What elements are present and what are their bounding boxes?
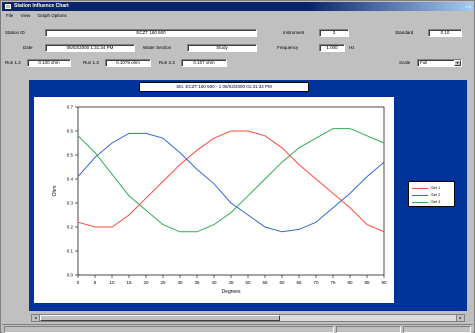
run-1-2-label: Run 1.2 [5, 60, 21, 65]
frequency-label: Frequency [277, 45, 299, 50]
run-1-3-label: Run 1.3 [83, 60, 99, 65]
x-axis-label: Degrees [222, 289, 241, 295]
x-tick-label: 25 [160, 280, 166, 285]
x-tick-label: 70 [313, 280, 319, 285]
window-control-buttons[interactable]: _ □ × [461, 4, 471, 9]
plot-area-frame [77, 106, 385, 276]
y-tick-label: 0.3 [67, 201, 74, 206]
chart-legend: Set 1 Set 2 Set 3 [408, 181, 455, 207]
x-tick-label: 80 [347, 280, 353, 285]
y-tick-label: 0.7 [67, 105, 74, 110]
run-1-2-field[interactable]: 0.100 ohm [27, 59, 71, 67]
legend-swatch [412, 195, 428, 196]
x-tick-label: 85 [364, 280, 370, 285]
status-panel-secondary [336, 326, 401, 333]
y-tick-label: 0.1 [67, 249, 74, 254]
y-tick-label: 0.0 [67, 273, 74, 278]
frequency-unit: Hz [349, 45, 355, 50]
series-line-3 [77, 128, 385, 233]
x-tick-label: 15 [126, 280, 132, 285]
chart-title: Stn. ECZT 160 500 - 1 06/03/2000 01:31:3… [139, 82, 309, 92]
legend-item: Set 3 [412, 199, 454, 205]
water-section-field[interactable]: Study [187, 44, 257, 52]
legend-label: Set 1 [431, 185, 441, 190]
water-section-label: Water Section [143, 45, 172, 50]
x-tick-label: 60 [279, 280, 285, 285]
x-tick-label: 5 [94, 280, 97, 285]
status-panel-main [4, 326, 334, 333]
app-icon [5, 4, 11, 9]
x-tick-label: 55 [262, 280, 268, 285]
chevron-down-icon[interactable]: ▾ [454, 60, 461, 66]
frequency-field[interactable]: 1.000 [319, 44, 345, 52]
scale-dropdown[interactable]: Full ▾ [417, 59, 462, 67]
instrument-field[interactable]: 3 [319, 29, 349, 37]
menu-bar: File View Graph Options [2, 12, 473, 20]
station-id-field[interactable]: ECZT 160 500 [45, 29, 257, 37]
x-tick-label: 40 [211, 280, 217, 285]
scale-value: Full [420, 60, 428, 65]
x-tick-label: 65 [296, 280, 302, 285]
instrument-label: Instrument [283, 30, 305, 35]
x-tick-label: 20 [143, 280, 149, 285]
x-tick-label: 90 [381, 280, 387, 285]
series-line-2 [77, 132, 385, 233]
run-2-3-field[interactable]: 0.107 ohm [181, 59, 227, 67]
menu-graph-options[interactable]: Graph Options [37, 13, 67, 18]
date-label: Date [23, 45, 33, 50]
window-title: Station Influence Chart [14, 3, 69, 9]
legend-swatch [412, 188, 428, 189]
line-chart: 0.0 0.1 0.2 0.3 0.4 0.5 0.6 0.7 0 5 10 15 20 25 30 35 40… [34, 97, 394, 303]
title-bar[interactable]: Station Influence Chart _ □ × [2, 2, 473, 11]
x-tick-label: 35 [194, 280, 200, 285]
scale-label: Scale [399, 60, 411, 65]
status-panel-tertiary [403, 326, 471, 333]
x-tick-label: 30 [177, 280, 183, 285]
standard-field[interactable]: 0.10 [428, 29, 462, 37]
legend-item: Set 1 [412, 185, 454, 191]
legend-label: Set 2 [431, 192, 441, 197]
scrollbar-thumb[interactable] [40, 315, 280, 321]
menu-file[interactable]: File [6, 13, 14, 18]
series-line-1 [77, 130, 385, 233]
legend-label: Set 3 [431, 199, 441, 204]
menu-view[interactable]: View [20, 13, 31, 18]
x-tick-label: 45 [228, 280, 234, 285]
x-tick-label: 75 [330, 280, 336, 285]
run-2-3-label: Run 2.3 [159, 60, 175, 65]
y-tick-label: 0.2 [67, 225, 74, 230]
scroll-left-icon[interactable]: ◂ [32, 315, 40, 321]
scroll-right-icon[interactable]: ▸ [456, 315, 464, 321]
standard-label: Standard [395, 30, 414, 35]
legend-item: Set 2 [412, 192, 454, 198]
y-axis-label: Ohm [52, 186, 58, 197]
x-tick-label: 50 [245, 280, 251, 285]
date-field[interactable]: 06/03/2000 1:31:34 PM [45, 44, 135, 52]
status-bar [2, 324, 473, 333]
x-tick-label: 10 [109, 280, 115, 285]
run-1-3-field[interactable]: 0.1075 ohm [105, 59, 151, 67]
horizontal-scrollbar[interactable]: ◂ ▸ [31, 314, 465, 322]
y-tick-label: 0.6 [67, 129, 74, 134]
x-tick-label: 0 [77, 280, 80, 285]
y-tick-label: 0.4 [67, 177, 74, 182]
station-id-label: Station ID [5, 30, 25, 35]
y-tick-label: 0.5 [67, 153, 74, 158]
legend-swatch [412, 202, 428, 203]
